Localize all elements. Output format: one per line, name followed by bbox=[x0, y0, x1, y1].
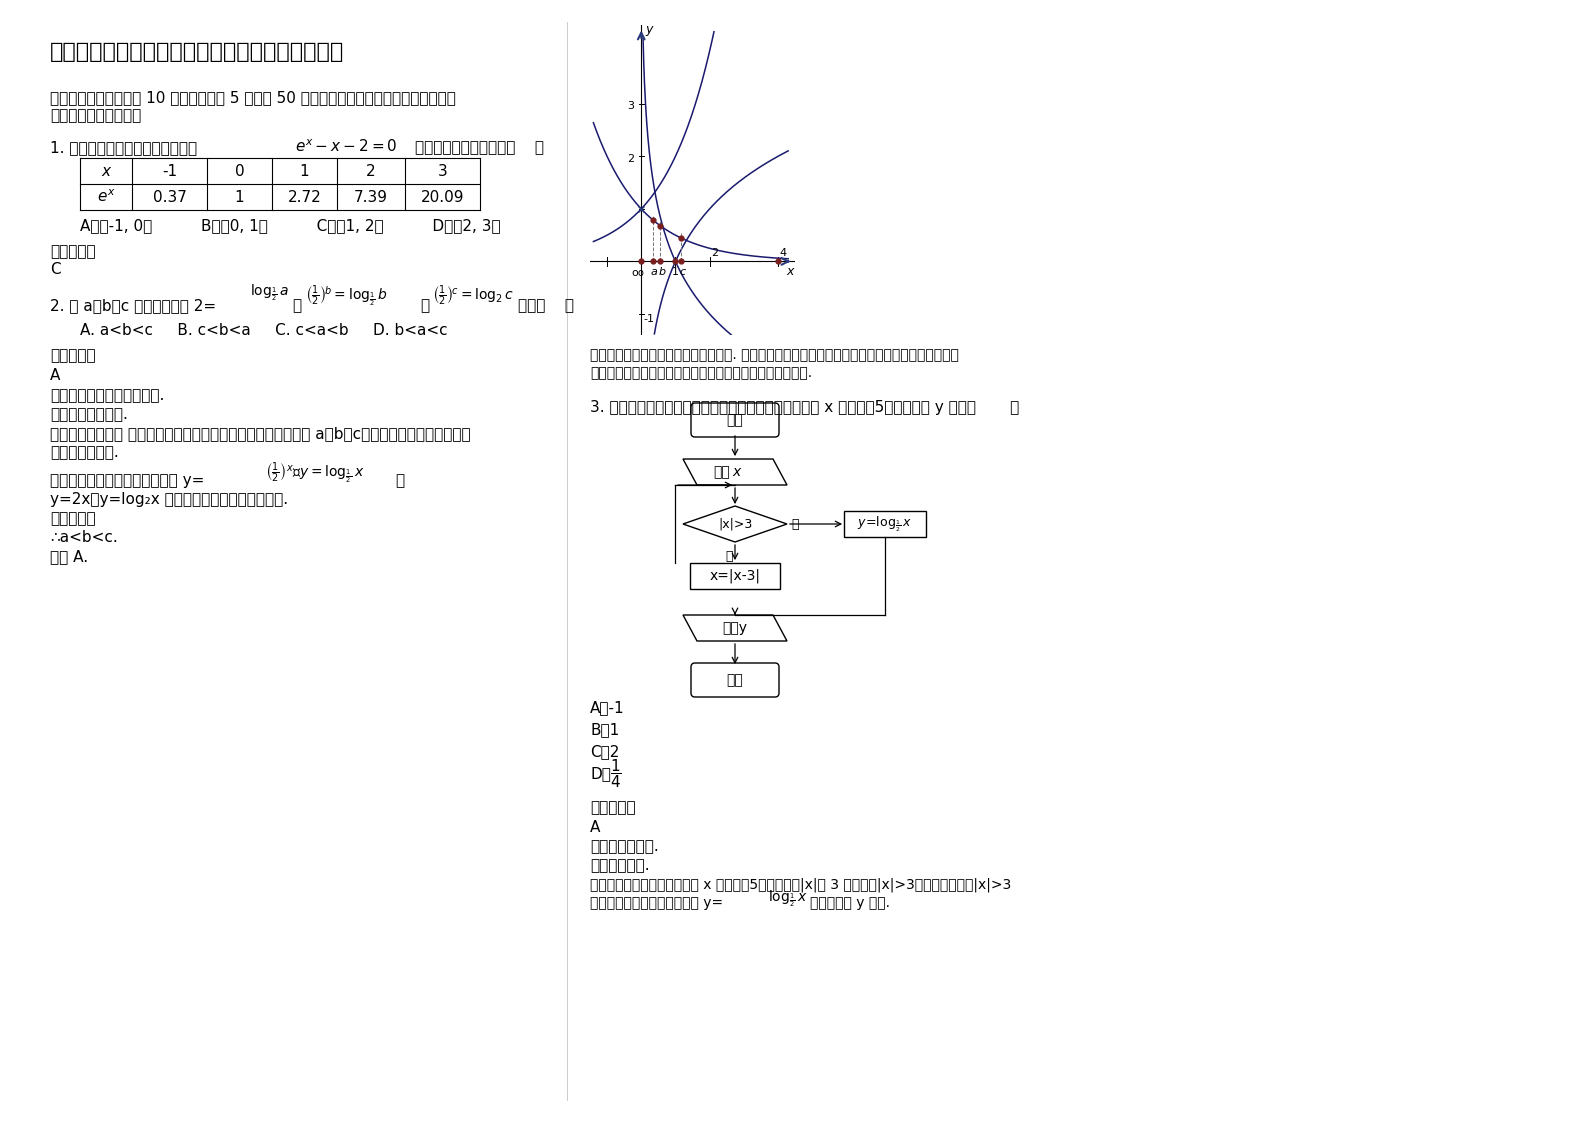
Text: $\left(\frac{1}{2}\right)^x$，$y=\log_{\frac{1}{2}}x$: $\left(\frac{1}{2}\right)^x$，$y=\log_{\f… bbox=[265, 461, 365, 486]
Text: 分析：框图输入框中首先输入 x 的值为－5，然后判断|x|与 3 的大小，|x|>3，执行循环体，|x|>3: 分析：框图输入框中首先输入 x 的值为－5，然后判断|x|与 3 的大小，|x|… bbox=[590, 877, 1011, 892]
Text: 【考点】对数值大小的比较.: 【考点】对数值大小的比较. bbox=[51, 388, 165, 403]
Text: $\left(\frac{1}{2}\right)^{\!b}=\log_{\frac{1}{2}}b$: $\left(\frac{1}{2}\right)^{\!b}=\log_{\f… bbox=[305, 284, 387, 310]
Text: 1. 根据表中的数据，可以断定方程: 1. 根据表中的数据，可以断定方程 bbox=[51, 140, 197, 155]
Text: A: A bbox=[590, 820, 600, 835]
Text: 考点：程序框图.: 考点：程序框图. bbox=[590, 839, 659, 854]
Text: 故选 A.: 故选 A. bbox=[51, 549, 89, 564]
Text: B．1: B．1 bbox=[590, 721, 619, 737]
Text: 0.37: 0.37 bbox=[152, 190, 186, 204]
Text: x: x bbox=[732, 465, 740, 479]
Text: 7.39: 7.39 bbox=[354, 190, 387, 204]
Text: -1: -1 bbox=[162, 164, 178, 178]
Text: 20.09: 20.09 bbox=[421, 190, 465, 204]
Text: 由图象知：: 由图象知： bbox=[51, 511, 95, 526]
Text: 【解答】解：分别作出四个函数 y=: 【解答】解：分别作出四个函数 y= bbox=[51, 473, 205, 488]
Text: $\log_{\frac{1}{2}}x$: $\log_{\frac{1}{2}}x$ bbox=[768, 888, 808, 909]
Text: 开始: 开始 bbox=[727, 413, 743, 427]
Bar bbox=[690, 563, 779, 589]
Text: 3: 3 bbox=[438, 164, 448, 178]
Text: 3. 阅读如图所示的程序框图，运行相应的程序，若输入 x 的值为－5，则输出的 y 值是（       ）: 3. 阅读如图所示的程序框图，运行相应的程序，若输入 x 的值为－5，则输出的 … bbox=[590, 401, 1019, 415]
Text: 的位置进行比较.: 的位置进行比较. bbox=[51, 445, 119, 460]
Text: 参考答案：: 参考答案： bbox=[51, 243, 95, 259]
Text: A．（-1, 0）          B．（0, 1）          C．（1, 2）          D．（2, 3）: A．（-1, 0） B．（0, 1） C．（1, 2） D．（2, 3） bbox=[79, 218, 500, 233]
Text: 【点评】本题考点是对数值大小的比较. 本题比较大小时用到了对数函数和指数函数的图象，比较大: 【点评】本题考点是对数值大小的比较. 本题比较大小时用到了对数函数和指数函数的图… bbox=[590, 348, 959, 362]
Text: 0: 0 bbox=[235, 164, 244, 178]
Text: o: o bbox=[632, 268, 638, 278]
Text: 参考答案：: 参考答案： bbox=[51, 348, 95, 364]
Text: 的一个根所在的区间是（    ）: 的一个根所在的区间是（ ） bbox=[414, 140, 544, 155]
Text: C．2: C．2 bbox=[590, 744, 619, 758]
Text: 2.72: 2.72 bbox=[287, 190, 322, 204]
Text: 【分析】比较大小 可以借助图象进行比较，观察题设中的三个数 a，b，c，可以借助函数图象的交点: 【分析】比较大小 可以借助图象进行比较，观察题设中的三个数 a，b，c，可以借助… bbox=[51, 426, 471, 441]
Text: 1: 1 bbox=[235, 190, 244, 204]
Text: 参考答案：: 参考答案： bbox=[590, 800, 636, 815]
Text: C: C bbox=[51, 263, 60, 277]
Text: o: o bbox=[638, 268, 644, 278]
Text: 不成立时跳出循环，执行运算 y=: 不成立时跳出循环，执行运算 y= bbox=[590, 896, 724, 910]
Text: 输出y: 输出y bbox=[722, 620, 747, 635]
Text: 3: 3 bbox=[627, 101, 635, 111]
Text: 1: 1 bbox=[671, 267, 679, 277]
Text: $y\!=\!\log_{\frac{1}{2}}x$: $y\!=\!\log_{\frac{1}{2}}x$ bbox=[857, 514, 913, 534]
Text: 是: 是 bbox=[725, 550, 733, 563]
Text: A. a<b<c     B. c<b<a     C. c<a<b     D. b<a<c: A. a<b<c B. c<b<a C. c<a<b D. b<a<c bbox=[79, 323, 448, 338]
Text: 2. 设 a，b，c 均为正数，且 2=: 2. 设 a，b，c 均为正数，且 2= bbox=[51, 298, 216, 313]
Text: 输入: 输入 bbox=[713, 465, 730, 479]
Text: 一、选择题：本大题共 10 小题，每小题 5 分，共 50 分。在每小题给出的四个选项中，只有: 一、选择题：本大题共 10 小题，每小题 5 分，共 50 分。在每小题给出的四… bbox=[51, 90, 455, 105]
Text: x=|x-3|: x=|x-3| bbox=[709, 569, 760, 583]
Text: ，: ， bbox=[395, 473, 405, 488]
Text: $e^x - x - 2 = 0$: $e^x - x - 2 = 0$ bbox=[295, 138, 397, 155]
Text: 4: 4 bbox=[779, 248, 787, 258]
Text: x: x bbox=[102, 164, 111, 178]
Text: 结束: 结束 bbox=[727, 673, 743, 687]
Text: ，: ， bbox=[421, 298, 428, 313]
Text: $\dfrac{1}{4}$: $\dfrac{1}{4}$ bbox=[609, 757, 622, 790]
Text: y: y bbox=[646, 22, 652, 36]
Text: D．: D． bbox=[590, 766, 611, 781]
Bar bbox=[844, 511, 925, 537]
Text: b: b bbox=[659, 267, 667, 277]
Text: x: x bbox=[786, 265, 794, 277]
Text: A．-1: A．-1 bbox=[590, 700, 625, 715]
Text: |x|>3: |x|>3 bbox=[717, 517, 752, 531]
Text: 专题：图表型.: 专题：图表型. bbox=[590, 858, 649, 873]
Text: ∴a<b<c.: ∴a<b<c. bbox=[51, 530, 117, 545]
Text: 2: 2 bbox=[367, 164, 376, 178]
Text: 2: 2 bbox=[711, 248, 719, 258]
Text: -1: -1 bbox=[643, 314, 654, 324]
Text: ，然后输出 y 的值.: ，然后输出 y 的值. bbox=[809, 896, 890, 910]
Text: 小的题在方法上应灵活选择，依据具体情况选择合适的方法.: 小的题在方法上应灵活选择，依据具体情况选择合适的方法. bbox=[590, 366, 813, 380]
Text: $\log_{\frac{1}{2}}a$: $\log_{\frac{1}{2}}a$ bbox=[251, 282, 289, 303]
Text: 1: 1 bbox=[300, 164, 309, 178]
Text: A: A bbox=[51, 368, 60, 383]
Text: $e^x$: $e^x$ bbox=[97, 188, 116, 205]
Text: ，则（    ）: ，则（ ） bbox=[517, 298, 574, 313]
Text: 是一个符合题目要求的: 是一个符合题目要求的 bbox=[51, 108, 141, 123]
Text: c: c bbox=[679, 267, 686, 277]
Text: ，: ， bbox=[292, 298, 302, 313]
Text: y=2x，y=log₂x 的图象，观察它们的交点情况.: y=2x，y=log₂x 的图象，观察它们的交点情况. bbox=[51, 493, 289, 507]
Text: 2: 2 bbox=[627, 154, 635, 164]
Text: a: a bbox=[651, 267, 657, 277]
Text: 否: 否 bbox=[790, 518, 798, 531]
Text: 安徽省黄山市天都中学高一数学文期末试卷含解析: 安徽省黄山市天都中学高一数学文期末试卷含解析 bbox=[51, 42, 344, 62]
Text: 【专题】数形结合.: 【专题】数形结合. bbox=[51, 407, 129, 422]
Text: $\left(\frac{1}{2}\right)^{\!c}=\log_{2}c$: $\left(\frac{1}{2}\right)^{\!c}=\log_{2}… bbox=[432, 284, 514, 309]
